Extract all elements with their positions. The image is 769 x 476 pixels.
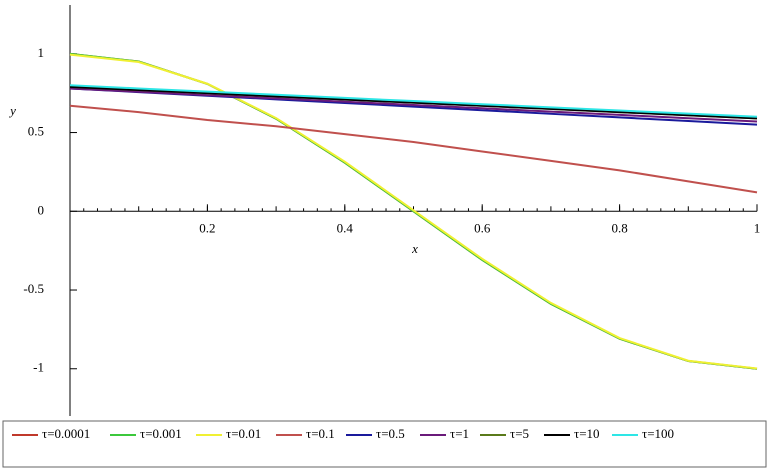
line-series xyxy=(69,85,758,120)
line-series xyxy=(69,84,758,118)
x-tick-label: 0.2 xyxy=(199,220,215,235)
legend-label: τ=5 xyxy=(510,426,529,441)
line-series xyxy=(69,87,758,123)
line-series xyxy=(69,53,758,370)
legend-label: τ=100 xyxy=(642,426,674,441)
y-tick-label: -1 xyxy=(33,360,44,375)
legend-label: τ=0.01 xyxy=(226,426,261,441)
legend-box xyxy=(2,420,767,468)
y-tick-label: 0 xyxy=(38,202,45,217)
y-axis-label: y xyxy=(8,103,16,118)
legend-label: τ=0.1 xyxy=(306,426,335,441)
y-tick-label: 0.5 xyxy=(28,124,44,139)
legend-label: τ=0.001 xyxy=(140,426,182,441)
y-tick-label: -0.5 xyxy=(23,281,44,296)
x-axis-label: x xyxy=(411,241,418,256)
legend-label: τ=10 xyxy=(574,426,600,441)
line-series xyxy=(69,104,758,194)
x-tick-label: 0.8 xyxy=(611,220,627,235)
x-tick-label: 0.4 xyxy=(337,220,354,235)
x-tick-label: 1 xyxy=(754,220,761,235)
y-tick-label: 1 xyxy=(38,45,45,60)
x-tick-label: 0.6 xyxy=(474,220,491,235)
legend-label: τ=0.5 xyxy=(376,426,405,441)
legend-label: τ=1 xyxy=(450,426,469,441)
legend-label: τ=0.0001 xyxy=(42,426,90,441)
